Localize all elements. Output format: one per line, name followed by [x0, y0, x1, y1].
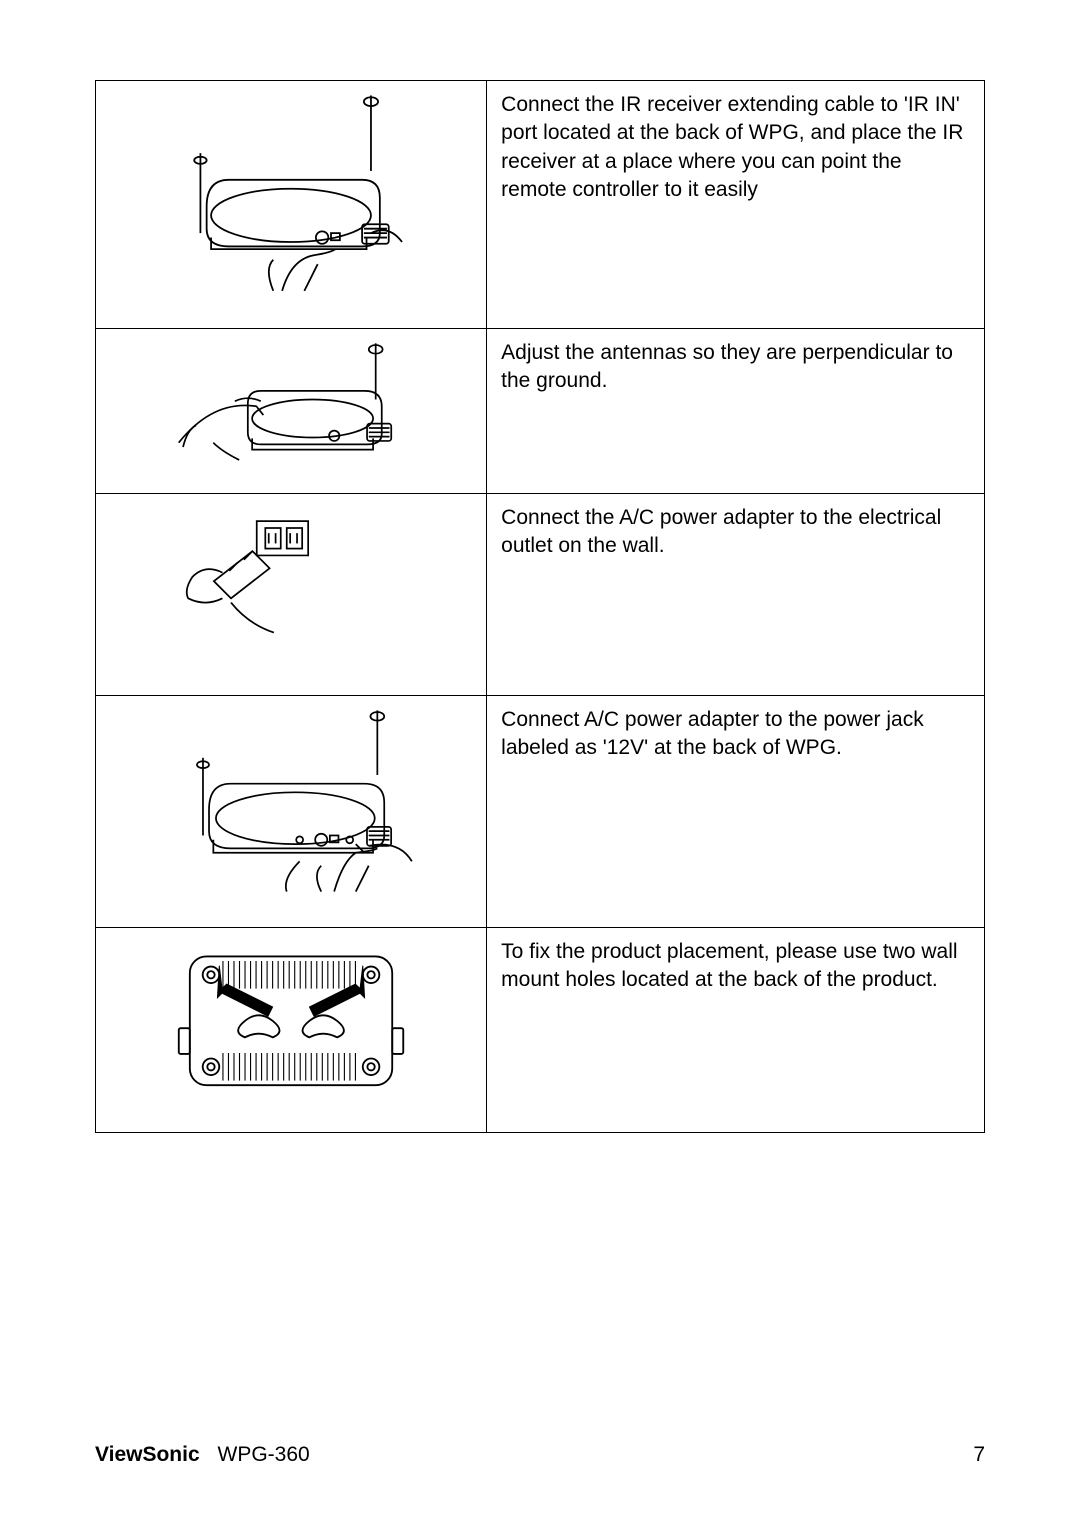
- wall-mount-diagram: [119, 938, 463, 1104]
- table-row: Connect the A/C power adapter to the ele…: [96, 494, 985, 696]
- table-row: Connect A/C power adapter to the power j…: [96, 696, 985, 928]
- instruction-text: To fix the product placement, please use…: [501, 940, 957, 991]
- diagram-cell: [96, 696, 487, 928]
- instruction-table: Connect the IR receiver extending cable …: [95, 80, 985, 1133]
- footer-left: ViewSonic WPG-360: [95, 1443, 310, 1467]
- table-row: Connect the IR receiver extending cable …: [96, 81, 985, 329]
- instruction-text: Connect the A/C power adapter to the ele…: [501, 506, 941, 557]
- antenna-diagram: [119, 339, 463, 469]
- diagram-cell: [96, 928, 487, 1133]
- instruction-cell: Connect the IR receiver extending cable …: [487, 81, 985, 329]
- table-row: To fix the product placement, please use…: [96, 928, 985, 1133]
- instruction-text: Connect the IR receiver extending cable …: [501, 93, 963, 201]
- instruction-cell: Connect the A/C power adapter to the ele…: [487, 494, 985, 696]
- diagram-cell: [96, 494, 487, 696]
- instruction-cell: To fix the product placement, please use…: [487, 928, 985, 1133]
- page-number: 7: [973, 1443, 985, 1467]
- page-footer: ViewSonic WPG-360 7: [95, 1443, 985, 1467]
- diagram-cell: [96, 329, 487, 494]
- instruction-cell: Connect A/C power adapter to the power j…: [487, 696, 985, 928]
- footer-model: WPG-360: [218, 1443, 310, 1466]
- instruction-text: Connect A/C power adapter to the power j…: [501, 708, 924, 759]
- diagram-cell: [96, 81, 487, 329]
- instruction-cell: Adjust the antennas so they are perpendi…: [487, 329, 985, 494]
- table-row: Adjust the antennas so they are perpendi…: [96, 329, 985, 494]
- power-jack-diagram: [119, 706, 463, 896]
- footer-brand: ViewSonic: [95, 1443, 200, 1466]
- outlet-diagram: [119, 504, 463, 667]
- page-content: Connect the IR receiver extending cable …: [0, 0, 1080, 1133]
- ir-cable-diagram: [119, 91, 463, 295]
- instruction-text: Adjust the antennas so they are perpendi…: [501, 341, 953, 392]
